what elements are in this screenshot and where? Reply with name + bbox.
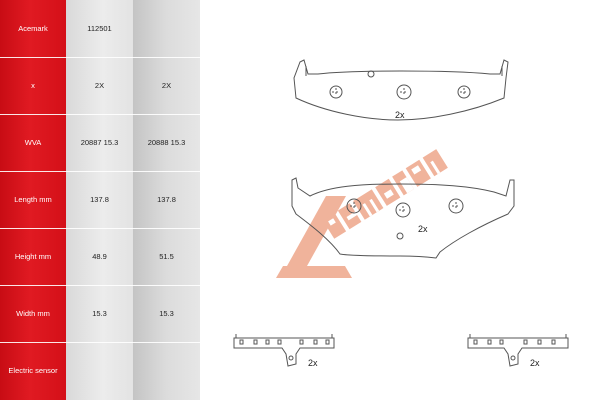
row-value-2: 15.3	[159, 309, 174, 318]
row-label: Electric sensor	[8, 366, 58, 375]
row-value-1: 15.3	[92, 309, 107, 318]
pad-2-quantity-label: 2x	[418, 224, 428, 234]
label-column-background	[0, 0, 66, 400]
row-value-1: 112501	[87, 24, 112, 33]
row-value-1	[66, 342, 133, 399]
row-label: Acemark	[18, 24, 48, 33]
row-value-1: 20887 15.3	[80, 138, 119, 147]
row-divider	[0, 342, 200, 343]
table-row-length: Length mm 137.8 137.8	[0, 171, 200, 228]
drawing-canvas: 2x 2x 2x	[233, 59, 569, 368]
row-value-2: 137.8	[157, 195, 176, 204]
row-value-2	[133, 0, 200, 57]
clip-2-quantity-label: 2x	[530, 358, 540, 368]
technical-drawing-area: 2x 2x 2x	[200, 0, 600, 400]
clip-drawing-1	[233, 334, 335, 367]
table-row-acemark: Acemark 112501	[0, 0, 200, 57]
brake-pad-drawing-1	[293, 59, 509, 121]
clip-drawing-2	[467, 334, 569, 367]
table-row-height: Height mm 48.9 51.5	[0, 228, 200, 285]
brake-pad-drawing-2	[291, 177, 515, 259]
pad-1-quantity-label: 2x	[395, 110, 405, 120]
row-value-2: 51.5	[159, 252, 174, 261]
row-label: x	[31, 81, 35, 90]
clip-1-quantity-label: 2x	[308, 358, 318, 368]
row-divider	[0, 285, 200, 286]
row-divider	[0, 114, 200, 115]
row-value-1: 137.8	[90, 195, 109, 204]
row-value-2: 2X	[161, 81, 172, 90]
row-value-2: 20888 15.3	[147, 138, 186, 147]
table-row-x: x 2X 2X	[0, 57, 200, 114]
row-label: WVA	[24, 138, 42, 147]
row-value-2	[133, 342, 200, 399]
acemark-watermark-logo	[276, 149, 448, 278]
table-row-wva: WVA 20887 15.3 20888 15.3	[0, 114, 200, 171]
value-column-1-background	[66, 0, 133, 400]
table-row-electric-sensor: Electric sensor	[0, 342, 200, 399]
value-column-2-background	[133, 0, 200, 400]
table-row-width: Width mm 15.3 15.3	[0, 285, 200, 342]
row-divider	[0, 171, 200, 172]
spec-table: Acemark 112501 x 2X 2X WVA 20887 15.3 20…	[0, 0, 200, 400]
row-label: Length mm	[14, 195, 52, 204]
row-value-1: 2X	[94, 81, 105, 90]
row-divider	[0, 57, 200, 58]
row-value-1: 48.9	[92, 252, 107, 261]
row-divider	[0, 228, 200, 229]
row-label: Height mm	[14, 252, 52, 261]
row-label: Width mm	[16, 309, 50, 318]
